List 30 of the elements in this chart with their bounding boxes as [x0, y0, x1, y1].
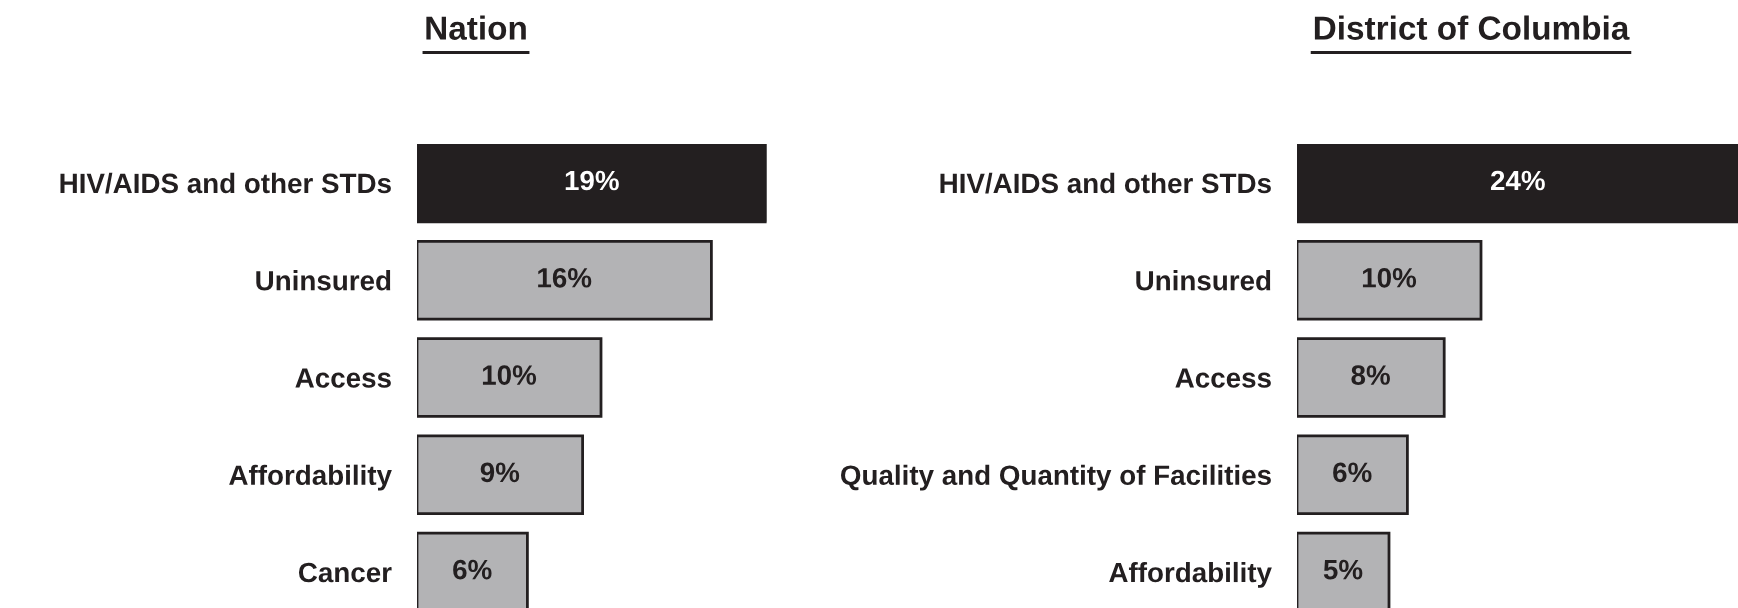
y-tick-label: Uninsured [1136, 270, 1271, 291]
y-tick-label: Affordability [1109, 561, 1272, 588]
y-tick-label: Affordability [229, 464, 392, 491]
bar [417, 239, 713, 321]
y-tick-label: Cancer [298, 562, 392, 583]
chart-title: District of Columbia [1314, 15, 1630, 40]
data-label: 10% [482, 365, 537, 385]
data-label: 19% [565, 170, 619, 191]
data-label: 6% [1333, 462, 1372, 483]
data-label: 10% [1362, 267, 1417, 288]
y-tick-label: Quality and Quantity of Facilities [841, 464, 1271, 491]
data-label: 6% [453, 559, 492, 580]
y-tick-label: HIV/AIDS and other STDs [60, 172, 391, 194]
y-tick-label: Uninsured [256, 270, 391, 291]
data-label: 16% [538, 267, 592, 288]
bar [1297, 337, 1446, 418]
bar [1297, 239, 1483, 321]
data-label: 5% [1323, 559, 1363, 580]
bar [417, 337, 603, 418]
data-label: 9% [480, 462, 520, 483]
chart-title: Nation [426, 15, 526, 40]
bar [1297, 434, 1409, 516]
data-label: 24% [1490, 170, 1545, 191]
y-tick-label: Access [1175, 368, 1271, 388]
y-tick-label: Access [295, 368, 391, 388]
bar [1297, 144, 1738, 224]
y-tick-label: HIV/AIDS and other STDs [940, 172, 1271, 194]
bar [417, 434, 584, 516]
data-label: 8% [1351, 365, 1390, 385]
bar [417, 144, 767, 224]
